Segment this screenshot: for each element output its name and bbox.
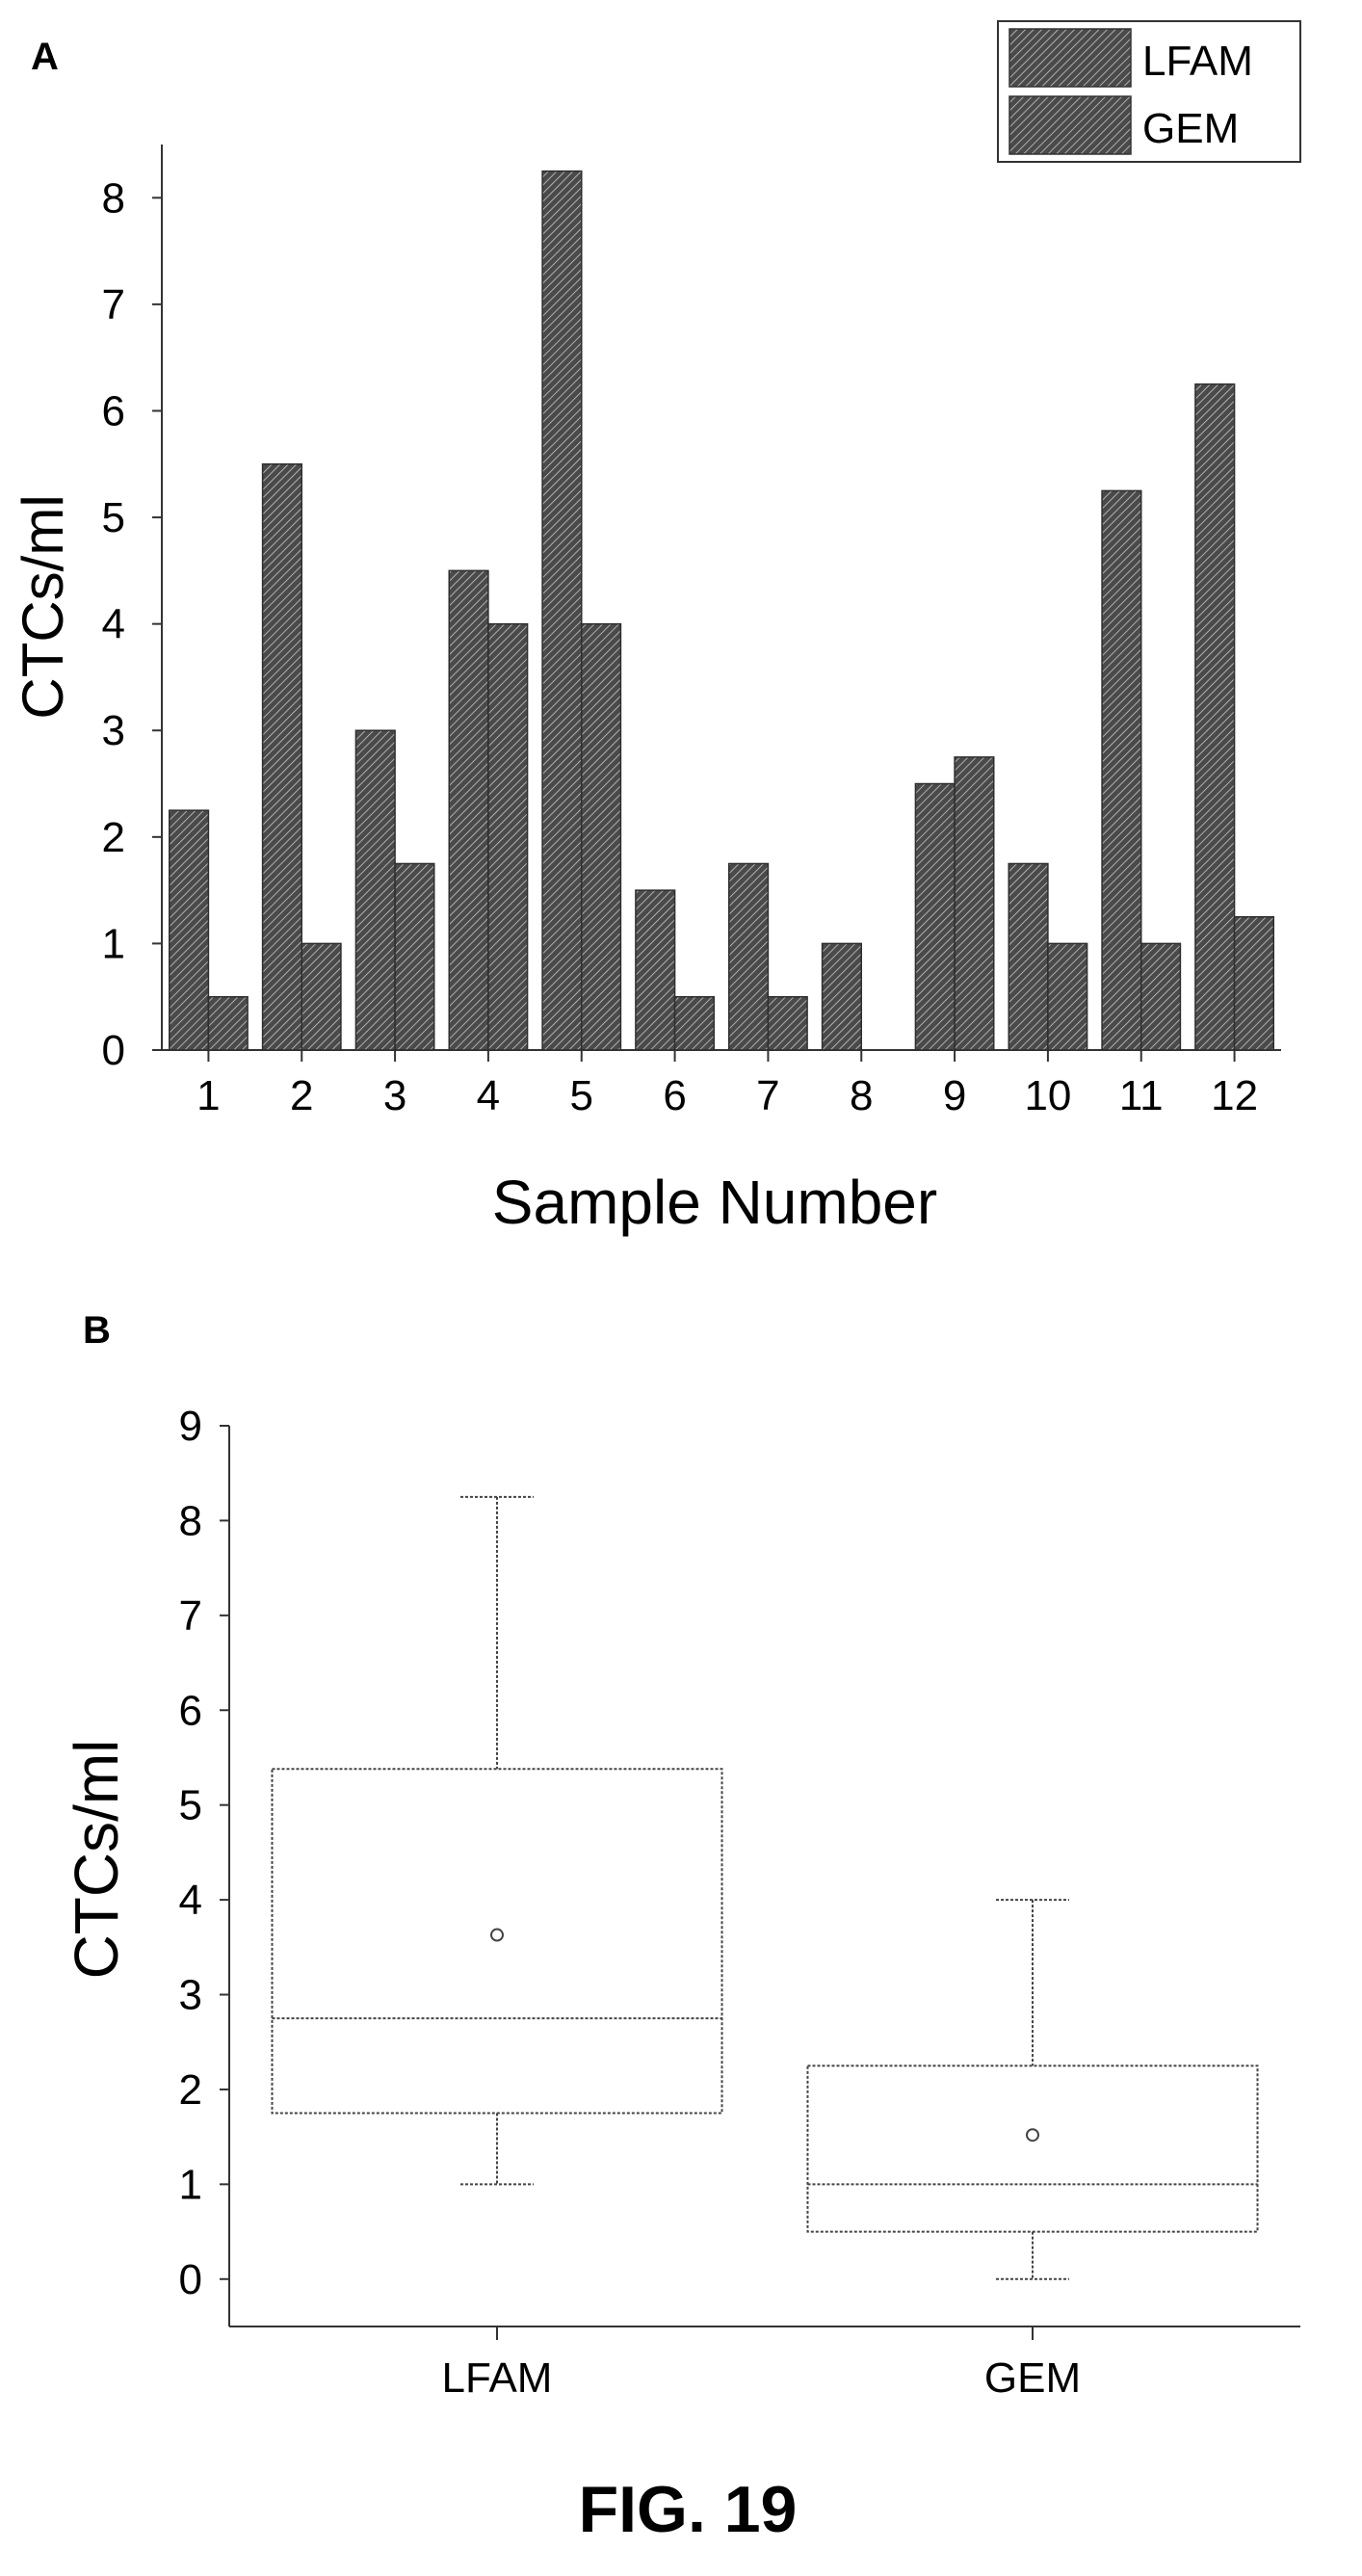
panel-a-x-axis-title: Sample Number xyxy=(492,1168,937,1237)
bar-gem xyxy=(1047,942,1088,1051)
bar-gem xyxy=(581,622,622,1051)
y-tick-label: 0 xyxy=(179,2256,202,2303)
panel-b-boxes xyxy=(271,1495,1259,2280)
y-tick-label: 6 xyxy=(179,1687,202,1734)
panel-a-y-ticks: 0 1 2 3 4 5 6 7 8 xyxy=(102,174,162,1074)
x-tick-label: GEM xyxy=(984,2354,1081,2402)
mean-marker-gem xyxy=(1026,2128,1039,2142)
bar-gem xyxy=(301,942,342,1051)
legend-swatch-gem xyxy=(1008,95,1132,155)
y-tick-label: 8 xyxy=(102,174,125,222)
box-gem xyxy=(806,2064,1259,2233)
y-tick-label: 3 xyxy=(102,707,125,754)
bar-lfam xyxy=(635,889,676,1051)
y-tick-label: 2 xyxy=(102,814,125,861)
bar-lfam xyxy=(354,729,396,1051)
legend-swatch-lfam xyxy=(1008,28,1132,88)
x-tick-label: 3 xyxy=(383,1072,406,1119)
y-tick-label: 2 xyxy=(179,2066,202,2114)
bar-gem xyxy=(394,862,435,1051)
y-tick-label: 5 xyxy=(102,494,125,541)
figure-caption: FIG. 19 xyxy=(579,2473,798,2546)
y-tick-label: 8 xyxy=(179,1497,202,1544)
bar-gem xyxy=(1233,916,1275,1051)
x-tick-label: 9 xyxy=(943,1072,966,1119)
panel-a-legend: LFAM GEM xyxy=(997,20,1301,163)
legend-label-lfam: LFAM xyxy=(1142,38,1253,85)
y-tick-label: 4 xyxy=(102,601,125,648)
bar-gem xyxy=(673,995,716,1051)
bar-lfam xyxy=(1008,862,1049,1051)
box-lfam xyxy=(271,1768,723,2115)
bar-lfam xyxy=(1194,383,1236,1051)
y-tick-label: 5 xyxy=(179,1782,202,1829)
y-tick-label: 7 xyxy=(179,1592,202,1640)
x-tick-label: 10 xyxy=(1024,1072,1071,1119)
x-tick-label: 7 xyxy=(756,1072,779,1119)
bar-lfam xyxy=(541,170,583,1051)
panel-b-label: B xyxy=(83,1309,111,1352)
x-tick-label: 12 xyxy=(1211,1072,1258,1119)
bar-lfam xyxy=(261,463,302,1051)
y-tick-label: 1 xyxy=(179,2161,202,2208)
bar-gem xyxy=(954,756,995,1051)
x-tick-label: 6 xyxy=(663,1072,686,1119)
y-tick-label: 9 xyxy=(179,1403,202,1450)
x-tick-label: 8 xyxy=(850,1072,873,1119)
panel-a-x-ticks: 1 2 3 4 5 6 7 8 9 10 11 12 xyxy=(196,1050,1258,1119)
y-tick-label: 0 xyxy=(102,1027,125,1074)
y-tick-label: 6 xyxy=(102,387,125,434)
y-tick-label: 7 xyxy=(102,281,125,329)
bar-gem xyxy=(207,995,249,1051)
x-tick-label: 1 xyxy=(196,1072,220,1119)
panel-b-box-plot: B 0 1 2 3 4 5 6 7 8 9 LFAM GEM CTCs/ml xyxy=(62,1309,1300,2402)
y-tick-label: 1 xyxy=(102,920,125,967)
panel-a-bars xyxy=(168,170,1275,1051)
bar-lfam xyxy=(914,782,956,1051)
y-tick-label: 3 xyxy=(179,1972,202,2019)
y-tick-label: 4 xyxy=(179,1877,202,1924)
bar-lfam xyxy=(448,569,489,1051)
bar-lfam xyxy=(727,862,770,1051)
panel-b-y-ticks: 0 1 2 3 4 5 6 7 8 9 xyxy=(179,1403,229,2303)
bar-gem xyxy=(767,995,808,1051)
panel-b-x-ticks: LFAM GEM xyxy=(442,2326,1081,2402)
x-tick-label: 5 xyxy=(570,1072,593,1119)
bar-gem xyxy=(1140,942,1182,1051)
legend-label-gem: GEM xyxy=(1142,105,1239,152)
bar-lfam xyxy=(1101,489,1142,1051)
panel-a-y-axis-title: CTCs/ml xyxy=(11,494,75,719)
mean-marker-lfam xyxy=(490,1928,504,1942)
x-tick-label: LFAM xyxy=(442,2354,553,2402)
x-tick-label: 2 xyxy=(290,1072,313,1119)
x-tick-label: 4 xyxy=(477,1072,500,1119)
bar-lfam xyxy=(168,809,210,1051)
bar-lfam xyxy=(821,942,863,1051)
panel-a-label: A xyxy=(31,36,59,78)
bar-gem xyxy=(487,622,529,1051)
panel-b-y-axis-title: CTCs/ml xyxy=(62,1740,131,1980)
x-tick-label: 11 xyxy=(1119,1072,1164,1119)
